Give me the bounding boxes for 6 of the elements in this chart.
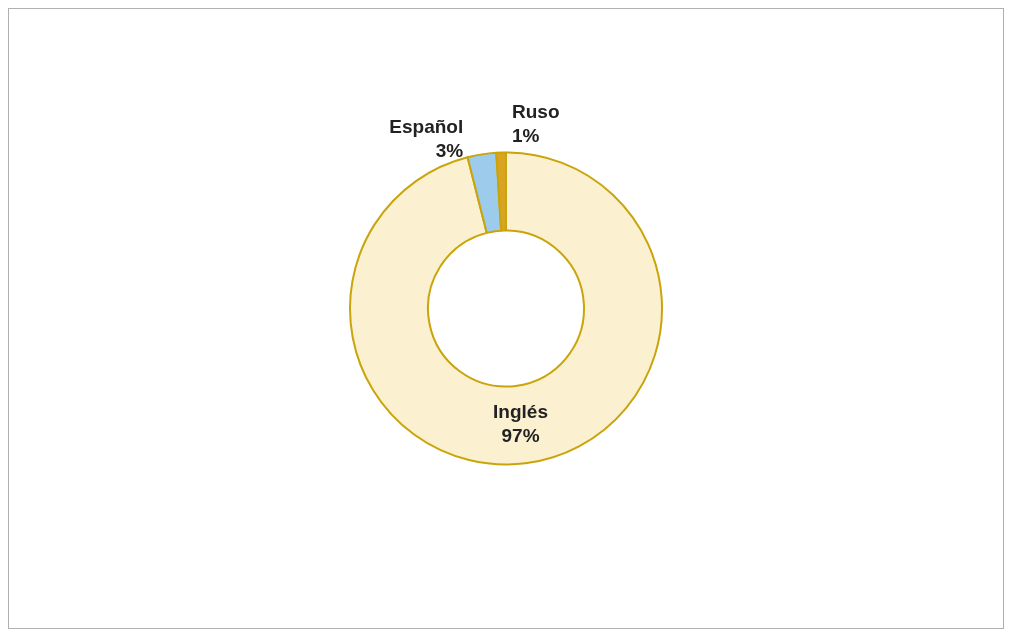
data-label: 97% <box>501 424 540 446</box>
data-label: 1% <box>512 124 540 146</box>
data-label: 3% <box>435 139 464 161</box>
slice-label: Español <box>389 115 464 137</box>
slice-label: Ruso <box>512 100 560 122</box>
slice-label: Inglés <box>493 400 548 422</box>
